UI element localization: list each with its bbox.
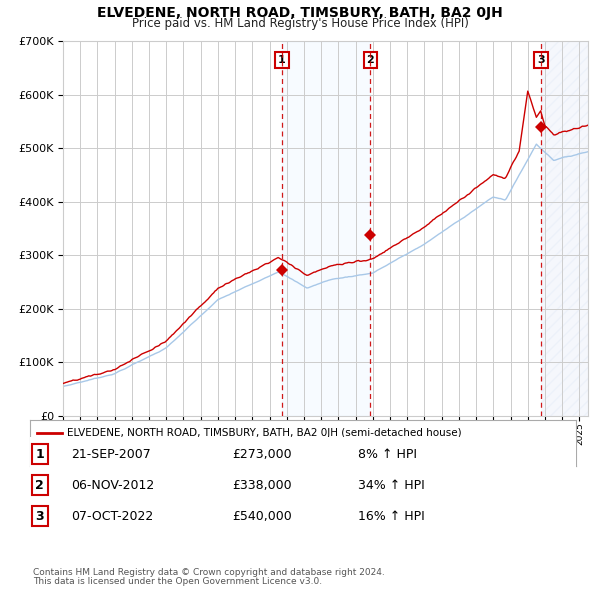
Text: HPI: Average price, semi-detached house, Bath and North East Somerset: HPI: Average price, semi-detached house,…: [67, 449, 447, 459]
Text: ELVEDENE, NORTH ROAD, TIMSBURY, BATH, BA2 0JH: ELVEDENE, NORTH ROAD, TIMSBURY, BATH, BA…: [97, 6, 503, 20]
Text: 2: 2: [35, 478, 44, 492]
Text: 8% ↑ HPI: 8% ↑ HPI: [358, 448, 416, 461]
Text: 1: 1: [278, 55, 286, 65]
Text: 07-OCT-2022: 07-OCT-2022: [71, 510, 153, 523]
Text: 2: 2: [367, 55, 374, 65]
Text: 34% ↑ HPI: 34% ↑ HPI: [358, 478, 424, 492]
Text: ELVEDENE, NORTH ROAD, TIMSBURY, BATH, BA2 0JH (semi-detached house): ELVEDENE, NORTH ROAD, TIMSBURY, BATH, BA…: [67, 428, 462, 438]
Text: £338,000: £338,000: [232, 478, 292, 492]
Text: Price paid vs. HM Land Registry's House Price Index (HPI): Price paid vs. HM Land Registry's House …: [131, 17, 469, 30]
Text: £540,000: £540,000: [232, 510, 292, 523]
Text: 1: 1: [35, 448, 44, 461]
Text: Contains HM Land Registry data © Crown copyright and database right 2024.: Contains HM Land Registry data © Crown c…: [33, 568, 385, 576]
Text: £273,000: £273,000: [232, 448, 292, 461]
Text: 21-SEP-2007: 21-SEP-2007: [71, 448, 151, 461]
Text: 06-NOV-2012: 06-NOV-2012: [71, 478, 154, 492]
Bar: [282, 41, 370, 416]
Text: 16% ↑ HPI: 16% ↑ HPI: [358, 510, 424, 523]
Text: This data is licensed under the Open Government Licence v3.0.: This data is licensed under the Open Gov…: [33, 577, 322, 586]
Text: 3: 3: [537, 55, 545, 65]
Text: 3: 3: [35, 510, 44, 523]
Bar: [541, 41, 588, 416]
